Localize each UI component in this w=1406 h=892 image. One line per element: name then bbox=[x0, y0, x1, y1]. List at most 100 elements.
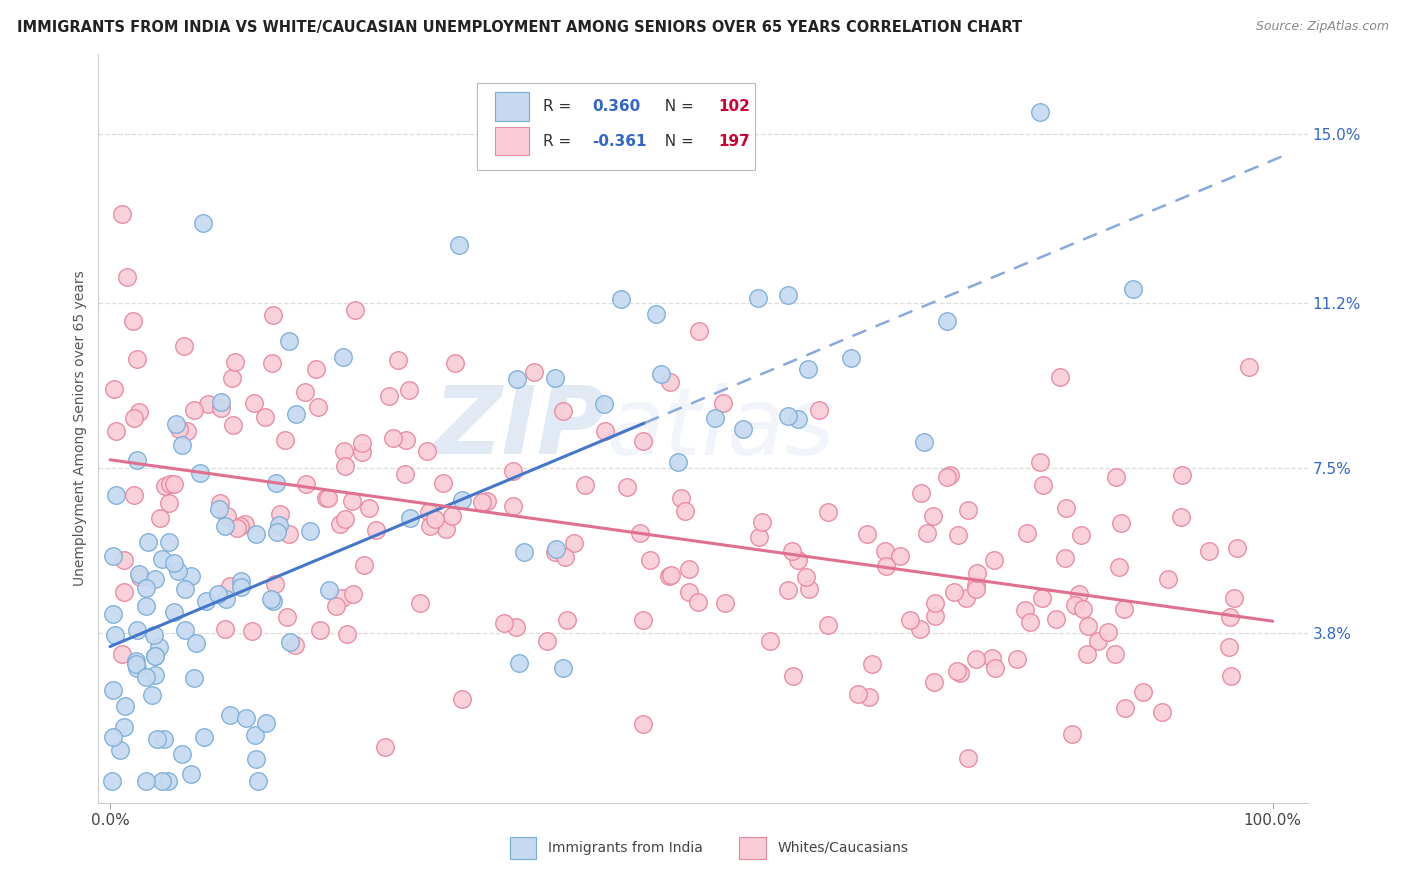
Point bbox=[209, 401, 232, 416]
Point bbox=[215, 508, 238, 523]
Point bbox=[307, 401, 329, 415]
Text: R =: R = bbox=[543, 134, 576, 149]
Point bbox=[1108, 559, 1130, 574]
Point bbox=[218, 708, 240, 723]
Point bbox=[122, 411, 145, 425]
Point bbox=[305, 362, 328, 376]
Point bbox=[173, 339, 195, 353]
Point bbox=[163, 556, 186, 570]
Point bbox=[862, 657, 884, 672]
Point bbox=[169, 422, 191, 436]
Point bbox=[394, 433, 416, 447]
Point bbox=[669, 491, 692, 505]
Text: N =: N = bbox=[655, 99, 699, 114]
Point bbox=[782, 669, 804, 683]
Point bbox=[898, 613, 921, 627]
FancyBboxPatch shape bbox=[477, 84, 755, 169]
Point bbox=[544, 371, 567, 385]
Point bbox=[1170, 510, 1192, 524]
Point bbox=[557, 613, 579, 627]
Point bbox=[1157, 572, 1180, 586]
Point bbox=[841, 351, 863, 366]
Point bbox=[786, 412, 808, 426]
Point bbox=[231, 574, 253, 588]
Point bbox=[776, 287, 799, 301]
Point bbox=[127, 352, 149, 367]
Point bbox=[294, 385, 316, 400]
Point bbox=[703, 411, 725, 425]
Point bbox=[262, 356, 284, 370]
Point bbox=[357, 501, 380, 516]
Point bbox=[786, 553, 808, 567]
Point bbox=[983, 552, 1005, 566]
Point bbox=[378, 388, 401, 402]
Point bbox=[316, 491, 339, 505]
Point bbox=[1049, 369, 1071, 384]
Point bbox=[776, 582, 799, 597]
Point bbox=[922, 674, 945, 689]
Point bbox=[163, 605, 186, 619]
Point bbox=[965, 578, 987, 592]
Point bbox=[101, 773, 124, 788]
Point bbox=[135, 599, 157, 613]
Point bbox=[207, 587, 229, 601]
Point bbox=[254, 716, 277, 731]
Point bbox=[333, 458, 356, 473]
Point bbox=[1219, 610, 1241, 624]
Point bbox=[208, 502, 231, 516]
Bar bbox=[495, 127, 529, 155]
Point bbox=[342, 587, 364, 601]
Point bbox=[492, 615, 515, 630]
Point bbox=[247, 773, 270, 788]
Point bbox=[939, 467, 962, 482]
Point bbox=[658, 569, 681, 583]
Point bbox=[434, 522, 457, 536]
Point bbox=[111, 207, 134, 221]
Point bbox=[610, 293, 633, 307]
Point bbox=[215, 592, 238, 607]
Point bbox=[176, 424, 198, 438]
Point bbox=[965, 652, 987, 666]
Point bbox=[229, 518, 252, 533]
Point bbox=[1064, 598, 1087, 612]
Point bbox=[936, 470, 959, 484]
Bar bbox=[509, 837, 536, 859]
Point bbox=[112, 553, 135, 567]
Point bbox=[1014, 602, 1036, 616]
Point bbox=[172, 438, 194, 452]
Point bbox=[111, 647, 134, 661]
Text: IMMIGRANTS FROM INDIA VS WHITE/CAUCASIAN UNEMPLOYMENT AMONG SENIORS OVER 65 YEAR: IMMIGRANTS FROM INDIA VS WHITE/CAUCASIAN… bbox=[17, 20, 1022, 35]
Point bbox=[747, 291, 769, 305]
Point bbox=[1223, 591, 1246, 606]
Point bbox=[1198, 544, 1220, 558]
Point bbox=[150, 773, 173, 788]
Point bbox=[910, 485, 932, 500]
Point bbox=[266, 524, 288, 539]
Point bbox=[104, 628, 127, 642]
Point bbox=[344, 302, 367, 317]
Point bbox=[150, 552, 173, 566]
Point bbox=[808, 403, 831, 417]
Point bbox=[209, 496, 232, 510]
Point bbox=[229, 580, 252, 594]
Point bbox=[262, 593, 284, 607]
Point bbox=[141, 688, 163, 702]
Point bbox=[280, 635, 302, 649]
Point bbox=[278, 334, 301, 348]
Point bbox=[506, 372, 529, 386]
Point bbox=[235, 711, 257, 725]
Point bbox=[666, 455, 689, 469]
Point bbox=[946, 664, 969, 678]
Point bbox=[269, 507, 291, 521]
Point bbox=[817, 505, 839, 519]
Point bbox=[984, 661, 1007, 675]
Point bbox=[104, 488, 127, 502]
Point bbox=[399, 511, 422, 525]
Point bbox=[943, 585, 966, 599]
Point bbox=[264, 577, 287, 591]
Point bbox=[374, 739, 396, 754]
Y-axis label: Unemployment Among Seniors over 65 years: Unemployment Among Seniors over 65 years bbox=[73, 270, 87, 586]
Point bbox=[1077, 618, 1099, 632]
Point bbox=[502, 464, 524, 478]
Point bbox=[335, 511, 357, 525]
